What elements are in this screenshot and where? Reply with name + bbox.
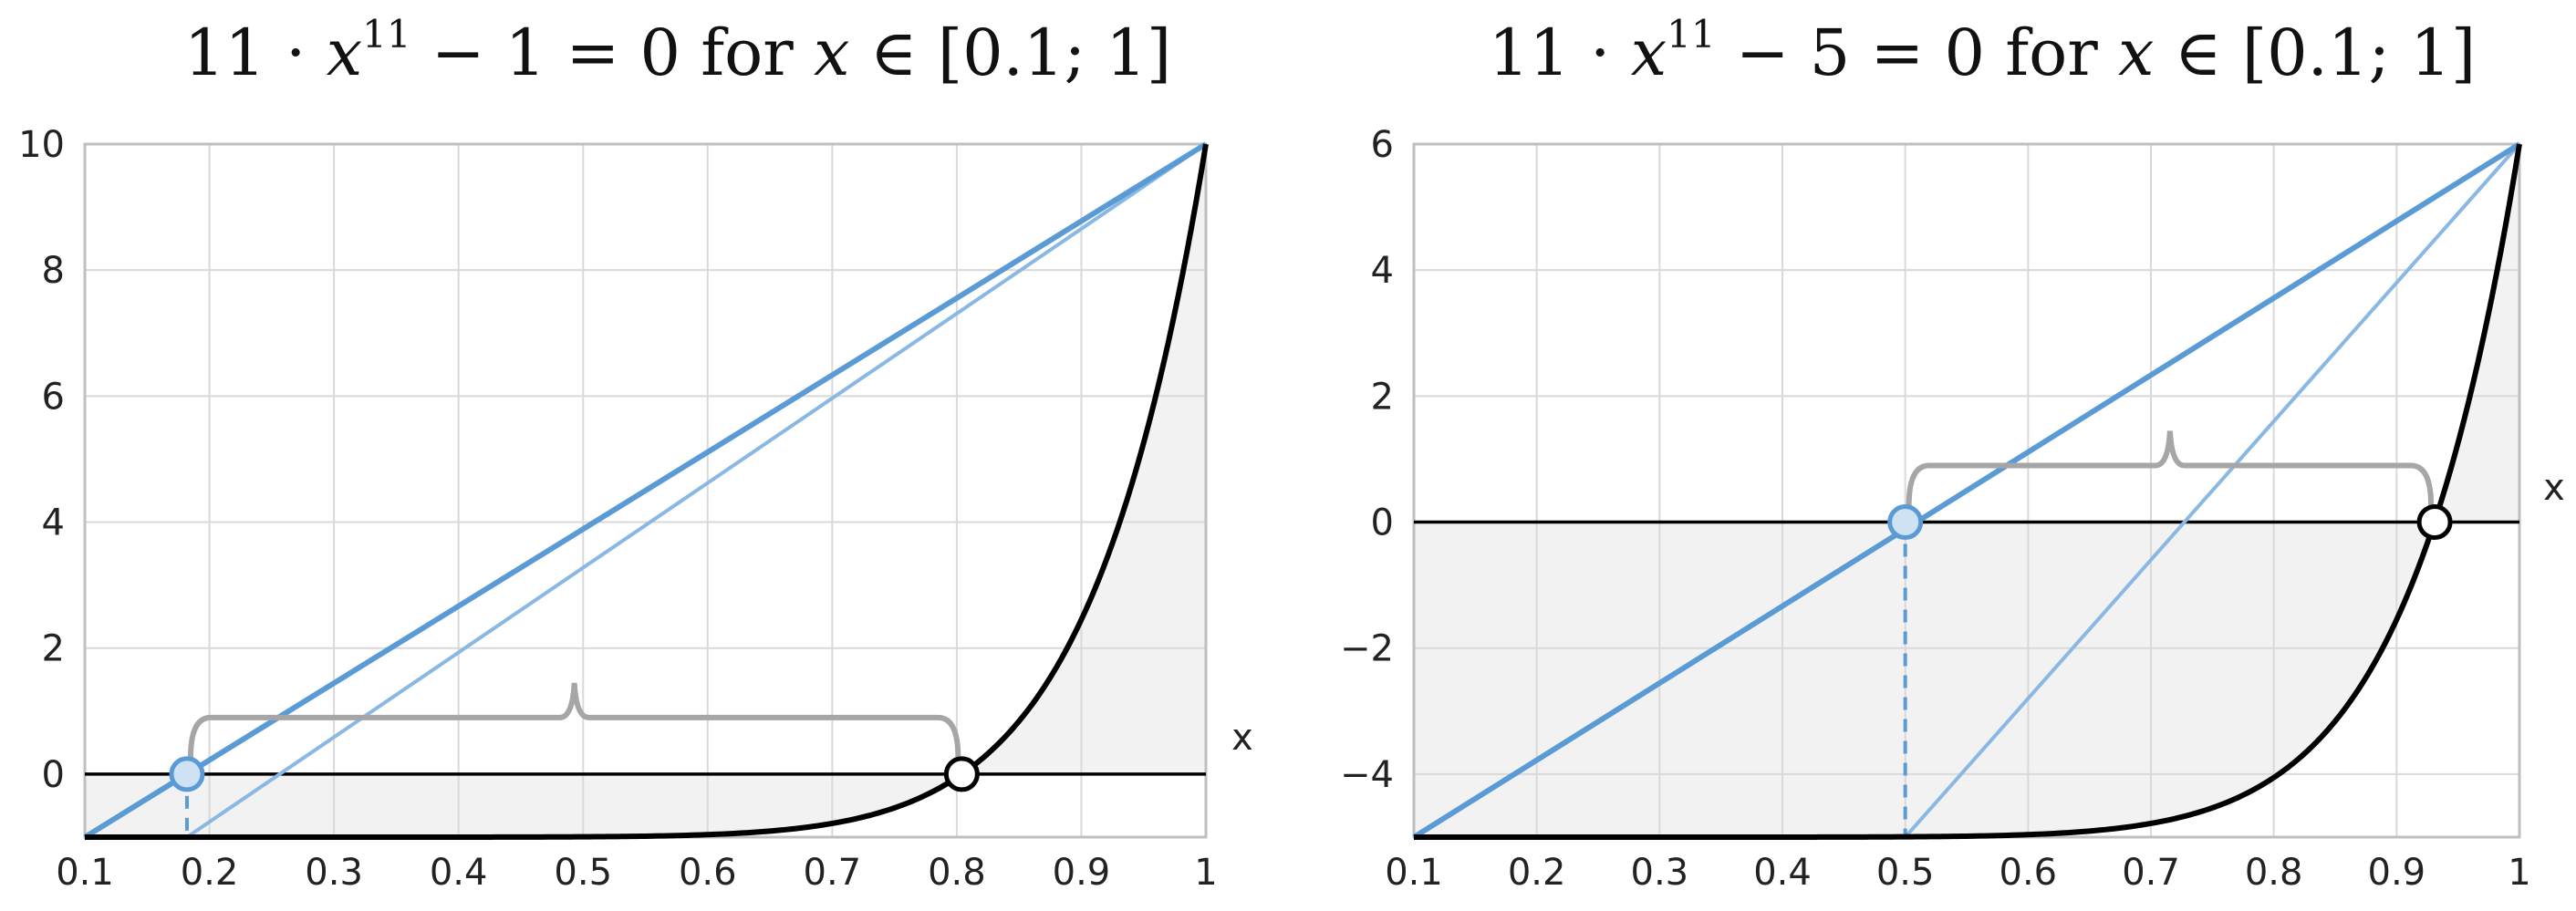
x-axis-label: x bbox=[2543, 467, 2565, 509]
x-tick-label: 0.2 bbox=[181, 852, 239, 894]
chord-secondary bbox=[185, 142, 1208, 839]
title-rest: − 1 = 0 for bbox=[411, 16, 814, 90]
y-tick-label: −2 bbox=[1340, 628, 1394, 670]
title-dot: · bbox=[1570, 16, 1631, 90]
x-tick-label: 0.8 bbox=[928, 852, 986, 894]
title-dot: · bbox=[265, 16, 327, 90]
x-tick-label: 0.1 bbox=[56, 852, 114, 894]
plot-area-right: 0.1 0.2 0.3 0.4 0.5 0.6 0.7 0.8 0.9 1 −4 −2 0 2 4 6 x bbox=[1340, 124, 2565, 894]
shaded-region bbox=[85, 144, 1206, 837]
x-tick-label: 0.2 bbox=[1508, 852, 1566, 894]
secant-root-marker bbox=[169, 756, 205, 792]
title-exp: 11 bbox=[1667, 12, 1715, 57]
title-var2: x bbox=[814, 16, 849, 90]
title-domain: ∈ [0.1; 1] bbox=[850, 16, 1172, 90]
title-var2: x bbox=[2118, 16, 2154, 90]
panel-left: 11 · x11 − 1 = 0 for x ∈ [0.1; 1] 0.1 0.2… bbox=[18, 12, 1253, 894]
title-exp: 11 bbox=[362, 12, 410, 57]
x-axis-label: x bbox=[1231, 717, 1253, 759]
x-tick-label: 0.3 bbox=[1631, 852, 1689, 894]
title-coef: 11 bbox=[184, 16, 265, 90]
x-tick-label: 0.7 bbox=[2122, 852, 2180, 894]
title-domain: ∈ [0.1; 1] bbox=[2155, 16, 2477, 90]
chart-title-left: 11 · x11 − 1 = 0 for x ∈ [0.1; 1] bbox=[184, 12, 1171, 90]
y-tick-label: −4 bbox=[1340, 754, 1394, 796]
y-tick-label: 6 bbox=[1371, 124, 1394, 166]
x-tick-label: 1 bbox=[1194, 852, 1217, 894]
chord-secondary bbox=[1904, 142, 2521, 839]
chord-primary bbox=[83, 141, 1208, 840]
interval-brace bbox=[187, 682, 961, 761]
chart-title-right: 11 · x11 − 5 = 0 for x ∈ [0.1; 1] bbox=[1489, 12, 2476, 90]
y-tick-label: 6 bbox=[42, 376, 65, 418]
interval-brace bbox=[1906, 430, 2435, 509]
y-tick-label: 8 bbox=[42, 250, 65, 292]
title-var: x bbox=[327, 16, 362, 90]
y-tick-label: 10 bbox=[18, 124, 65, 166]
y-tick-label: 4 bbox=[42, 502, 65, 544]
x-tick-label: 0.8 bbox=[2245, 852, 2303, 894]
y-tick-label: 0 bbox=[42, 754, 65, 796]
x-tick-label: 0.5 bbox=[554, 852, 612, 894]
x-tick-label: 0.7 bbox=[804, 852, 862, 894]
function-curve bbox=[1414, 143, 2522, 840]
x-tick-label: 0.9 bbox=[2368, 852, 2426, 894]
title-coef: 11 bbox=[1489, 16, 1570, 90]
x-tick-label: 0.5 bbox=[1876, 852, 1935, 894]
title-var: x bbox=[1631, 16, 1667, 90]
y-tick-label: 0 bbox=[1371, 502, 1394, 544]
x-tick-label: 0.3 bbox=[305, 852, 363, 894]
x-tick-label: 0.6 bbox=[2000, 852, 2058, 894]
title-rest: − 5 = 0 for bbox=[1716, 16, 2118, 90]
x-tick-label: 0.1 bbox=[1385, 852, 1443, 894]
secant-root-marker bbox=[1887, 504, 1924, 541]
x-tick-label: 0.9 bbox=[1053, 852, 1111, 894]
x-tick-label: 1 bbox=[2508, 852, 2530, 894]
x-tick-label: 0.4 bbox=[1753, 852, 1812, 894]
chord-primary bbox=[1412, 141, 2521, 840]
y-tick-label: 4 bbox=[1371, 250, 1394, 292]
true-root-marker bbox=[2416, 504, 2453, 541]
y-tick-label: 2 bbox=[42, 628, 65, 670]
panel-right: 11 · x11 − 5 = 0 for x ∈ [0.1; 1] 0.1 0.2… bbox=[1340, 12, 2565, 894]
function-curve bbox=[85, 143, 1209, 840]
true-root-marker bbox=[943, 756, 980, 792]
y-tick-label: 2 bbox=[1371, 376, 1394, 418]
x-tick-label: 0.6 bbox=[679, 852, 737, 894]
x-tick-label: 0.4 bbox=[430, 852, 488, 894]
